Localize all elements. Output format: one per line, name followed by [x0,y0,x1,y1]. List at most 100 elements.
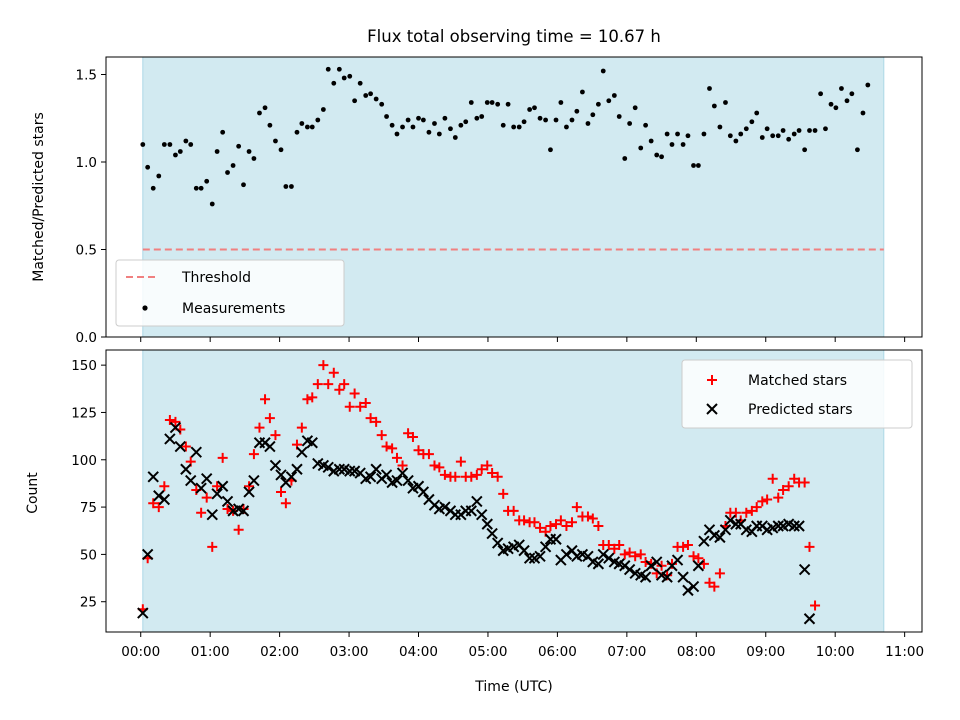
measurement-point [675,131,680,137]
legend-threshold-label: Threshold [181,270,251,286]
bottom-xtick-label: 04:00 [399,644,438,660]
measurement-point [844,98,850,104]
predicted-star-point [603,552,615,564]
matched-star-point [603,539,614,550]
measurement-point [426,129,432,135]
bottom-xtick-label: 00:00 [121,644,160,660]
measurement-point [711,103,717,109]
legend-predicted-label: Predicted stars [748,402,853,418]
measurement-point [416,115,421,121]
measurement-point [865,82,871,88]
bottom-ytick-label: 150 [71,358,97,374]
matched-star-point [360,397,371,408]
measurement-point [500,122,506,128]
bottom-ylabel: Count [25,472,41,514]
predicted-star-point [264,440,276,453]
measurement-point [553,117,559,123]
predicted-star-point [211,488,223,500]
measurement-point [315,117,321,123]
measurement-point [638,145,644,151]
legend-measurements-swatch [142,305,148,311]
predicted-star-point [724,514,737,527]
measurement-point [436,131,442,137]
matched-star-point [519,515,530,526]
measurement-point [691,163,696,168]
matched-star-point [751,502,762,513]
measurement-point [590,112,596,118]
measurement-point [257,110,262,116]
measurement-point [442,115,448,121]
measurement-point [489,100,495,105]
measurement-point [839,86,844,91]
measurement-point [791,131,797,137]
measurement-point [775,133,781,139]
predicted-star-point [190,446,202,458]
measurement-point [580,89,585,95]
bottom-ytick-label: 25 [80,595,97,611]
predicted-star-point [402,474,414,487]
matched-star-point [487,468,498,479]
measurement-point [543,117,548,123]
predicted-star-point [539,541,552,553]
matched-star-point [260,394,271,405]
matched-star-point [593,521,604,532]
matched-star-point [482,460,493,471]
matched-star-point [334,384,345,395]
predicted-star-point [730,518,742,530]
measurement-point [627,121,633,126]
predicted-star-point [682,584,694,597]
matched-star-point [466,471,477,482]
measurement-point [823,126,828,132]
matched-star-point [349,388,360,399]
legend-matched-swatch [707,375,717,385]
matched-star-point [302,394,313,405]
matched-star-point [376,430,387,441]
measurement-point [209,201,215,207]
matched-star-point [344,401,355,412]
measurement-point [145,164,151,170]
matched-star-point [571,502,582,513]
matched-star-point [662,570,673,581]
measurement-point [294,129,300,135]
predicted-star-point [364,471,377,483]
predicted-star-point [306,437,318,449]
measurement-point [204,178,210,184]
matched-star-point [212,481,223,492]
measurement-point [220,129,226,135]
matched-star-point [312,379,323,390]
matched-star-point [254,422,265,433]
measurement-point [394,131,400,137]
measurement-point [818,91,824,97]
legend-measurements-label: Measurements [182,301,285,317]
bottom-xtick-label: 03:00 [330,644,369,660]
measurement-point [236,143,242,149]
measurement-point [833,105,839,111]
bottom-xtick-label: 11:00 [885,644,924,660]
measurement-point [860,110,866,116]
measurement-point [780,128,786,133]
predicted-star-point [137,607,149,619]
bottom-ytick-label: 100 [71,453,97,469]
matched-star-point [280,498,291,509]
predicted-star-point [475,508,488,521]
matched-star-point [508,505,519,516]
measurement-point [622,156,628,161]
measurement-point [743,126,749,132]
top-axes-frame [105,56,923,338]
measurement-point [167,142,173,147]
bottom-xtick-label: 10:00 [816,644,855,660]
predicted-star-point [158,493,171,506]
measurement-point [648,138,654,144]
predicted-star-point [692,560,705,572]
predicted-star-point [237,505,250,517]
predicted-star-point [550,533,562,545]
measurement-point [400,124,405,130]
measurement-point [770,133,776,139]
predicted-star-point [370,463,382,475]
measurement-point [320,107,326,112]
measurement-point [701,131,707,137]
measurement-point [505,101,511,107]
measurement-point [807,128,812,133]
measurement-point [474,115,480,121]
matched-star-point [196,507,207,518]
